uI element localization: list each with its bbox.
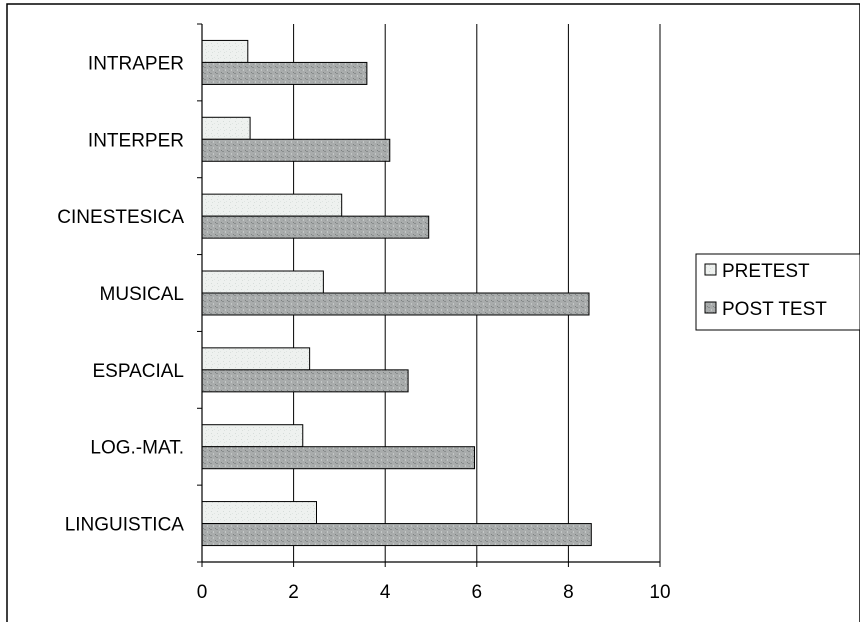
category-label-interper: INTERPER <box>88 130 184 151</box>
x-tick-label-6: 6 <box>472 582 483 603</box>
x-tick-label-8: 8 <box>563 582 574 603</box>
category-label-intraper: INTRAPER <box>88 53 184 74</box>
x-tick-label-10: 10 <box>649 582 670 603</box>
category-label-linguistica: LINGUISTICA <box>65 515 185 536</box>
category-label-cinestesica: CINESTESICA <box>57 207 184 228</box>
bar-musical-post-test <box>201 292 590 316</box>
category-labels: LINGUISTICA LOG.-MAT. ESPACIAL MUSICAL CINES… <box>57 53 184 535</box>
bar-intraper-post-test <box>201 61 368 85</box>
category-label-log-mat-: LOG.-MAT. <box>90 438 184 459</box>
bar-espacial-pretest <box>201 347 311 371</box>
x-tick-label-4: 4 <box>380 582 391 603</box>
legend-swatch-pretest <box>704 263 717 276</box>
legend-swatch-post-test <box>704 301 717 314</box>
tick-labels: 0 2 4 6 8 10 <box>197 562 671 603</box>
x-tick-label-0: 0 <box>197 582 208 603</box>
legend-box <box>695 253 860 331</box>
bars <box>201 39 592 547</box>
bar-log-mat--post-test <box>201 446 476 470</box>
bar-cinestesica-pretest <box>201 193 343 217</box>
bar-log-mat--pretest <box>201 424 304 448</box>
x-tick-label-2: 2 <box>288 582 299 603</box>
category-label-musical: MUSICAL <box>100 284 184 305</box>
bar-espacial-post-test <box>201 369 409 393</box>
bar-intraper-pretest <box>201 39 249 63</box>
category-label-espacial: ESPACIAL <box>92 361 184 382</box>
bar-interper-pretest <box>201 116 251 140</box>
bar-interper-post-test <box>201 138 391 162</box>
bar-linguistica-post-test <box>201 523 592 547</box>
bar-musical-pretest <box>201 270 324 294</box>
legend: PRETEST POST TEST <box>695 253 860 331</box>
legend-label-pretest: PRETEST <box>722 261 810 282</box>
bar-linguistica-pretest <box>201 501 317 525</box>
axes <box>197 23 660 563</box>
legend-label-post-test: POST TEST <box>722 299 827 320</box>
bar-cinestesica-post-test <box>201 215 430 239</box>
